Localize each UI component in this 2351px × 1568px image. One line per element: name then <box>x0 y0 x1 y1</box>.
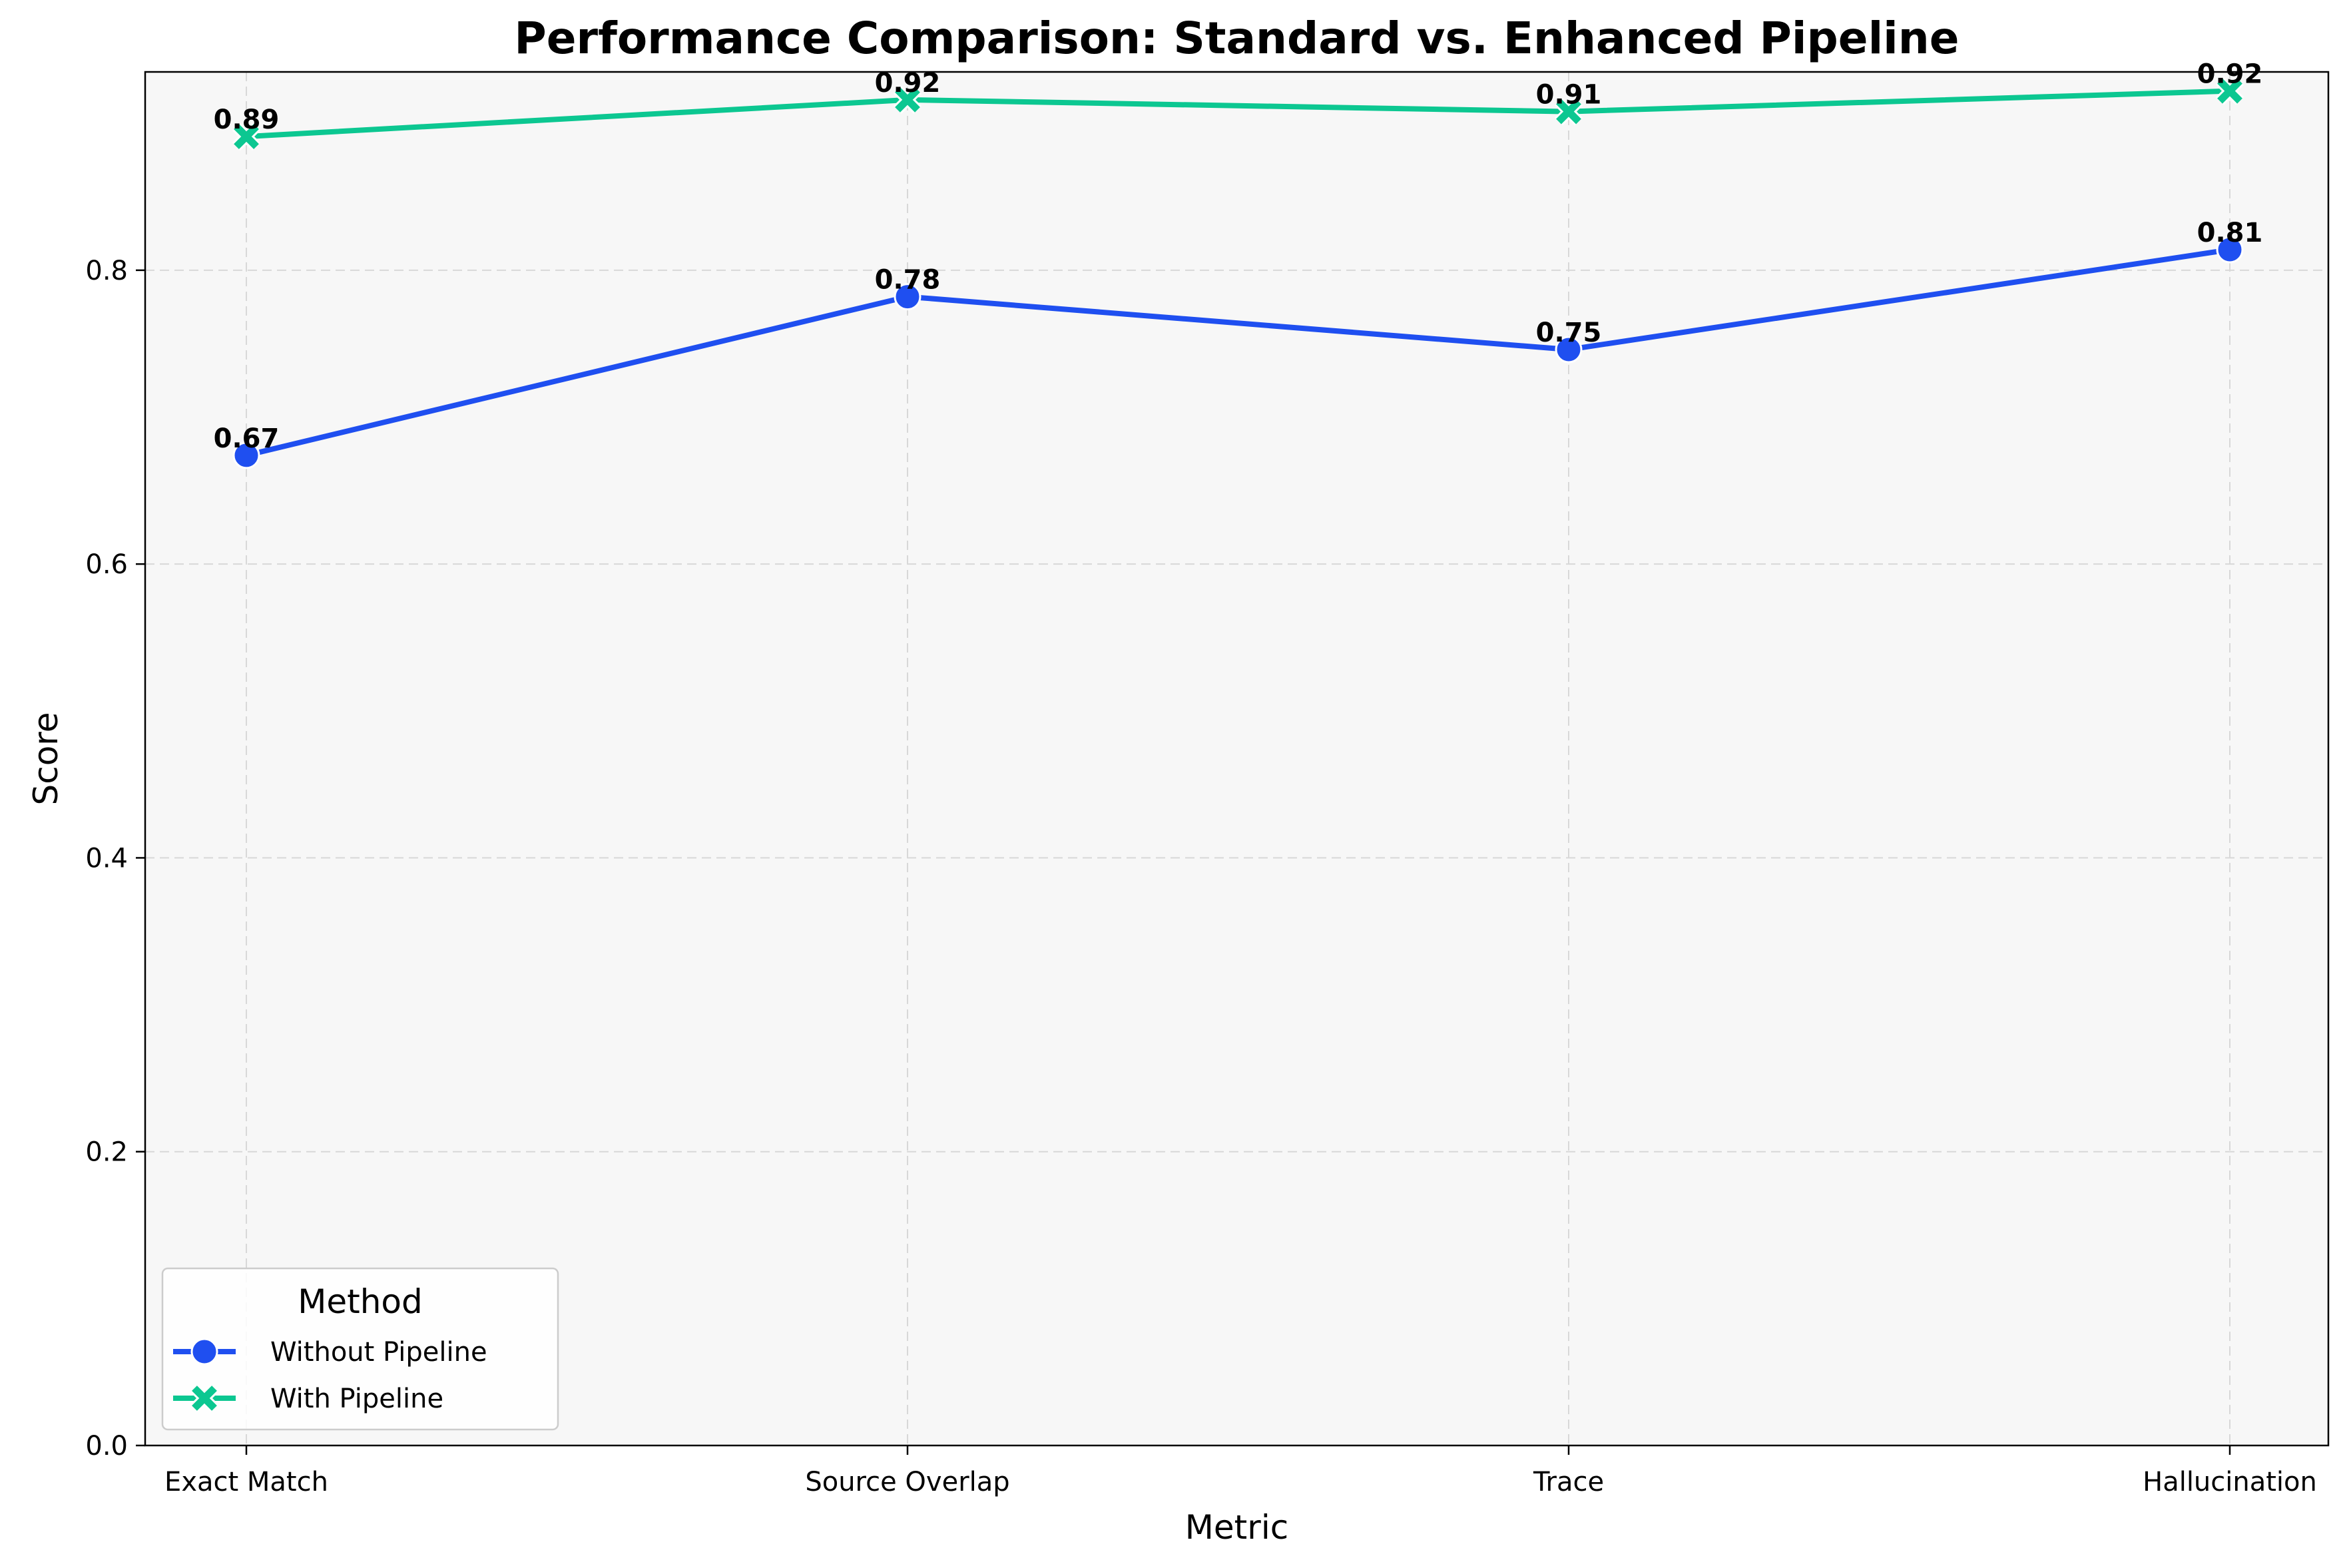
y-tick-label: 0.0 <box>85 1431 128 1461</box>
data-point-x <box>1556 99 1581 125</box>
data-label: 0.92 <box>875 68 941 99</box>
data-point-circle <box>232 441 260 469</box>
series-line <box>244 246 2232 458</box>
data-label: 0.67 <box>214 423 280 454</box>
legend-label: Without Pipeline <box>270 1337 487 1368</box>
legend: Method Without Pipeline With Pipeline <box>161 1267 559 1431</box>
legend-title: Method <box>298 1282 423 1321</box>
series-without-pipeline <box>232 236 2244 469</box>
data-point-x <box>2217 78 2242 104</box>
plot-area <box>145 72 2328 1445</box>
data-label: 0.89 <box>214 105 280 135</box>
x-tick-label: Exact Match <box>164 1467 328 1497</box>
data-labels: 0.67 0.78 0.75 0.81 0.89 0.92 0.91 0.92 <box>214 59 2263 454</box>
series-layer <box>232 77 2244 469</box>
legend-box <box>161 1267 559 1431</box>
data-label: 0.75 <box>1536 318 1602 348</box>
y-tick-label: 0.4 <box>85 843 128 874</box>
legend-item: With Pipeline <box>173 1384 443 1414</box>
y-tick-label: 0.2 <box>85 1137 128 1168</box>
data-label: 0.81 <box>2197 218 2263 248</box>
legend-label: With Pipeline <box>270 1384 443 1414</box>
axes: 0.0 0.2 0.4 0.6 0.8 Exact Match Source Overlap… <box>85 256 2317 1497</box>
data-point-circle <box>190 1338 218 1366</box>
series-line <box>244 88 2232 140</box>
x-axis-label: Metric <box>1185 1508 1288 1547</box>
series-with-pipeline <box>232 77 2244 151</box>
data-label: 0.91 <box>1536 80 1602 111</box>
legend-item: Without Pipeline <box>173 1337 487 1368</box>
data-point-circle <box>894 283 921 311</box>
data-point-x <box>234 124 259 149</box>
y-axis-label: Score <box>27 712 65 805</box>
data-point-x <box>895 87 920 113</box>
data-label: 0.78 <box>875 265 941 296</box>
x-tick-label: Hallucination <box>2143 1467 2317 1497</box>
y-tick-label: 0.6 <box>85 549 128 580</box>
data-point-circle <box>2216 236 2244 264</box>
y-tick-label: 0.8 <box>85 256 128 286</box>
data-label: 0.92 <box>2197 59 2263 90</box>
x-tick-label: Source Overlap <box>805 1467 1009 1497</box>
data-point-x <box>192 1386 217 1411</box>
plot-frame <box>144 71 2330 1447</box>
x-tick-label: Trace <box>1533 1467 1604 1497</box>
data-point-circle <box>1555 336 1583 364</box>
chart-title: Performance Comparison: Standard vs. Enh… <box>514 13 1959 64</box>
